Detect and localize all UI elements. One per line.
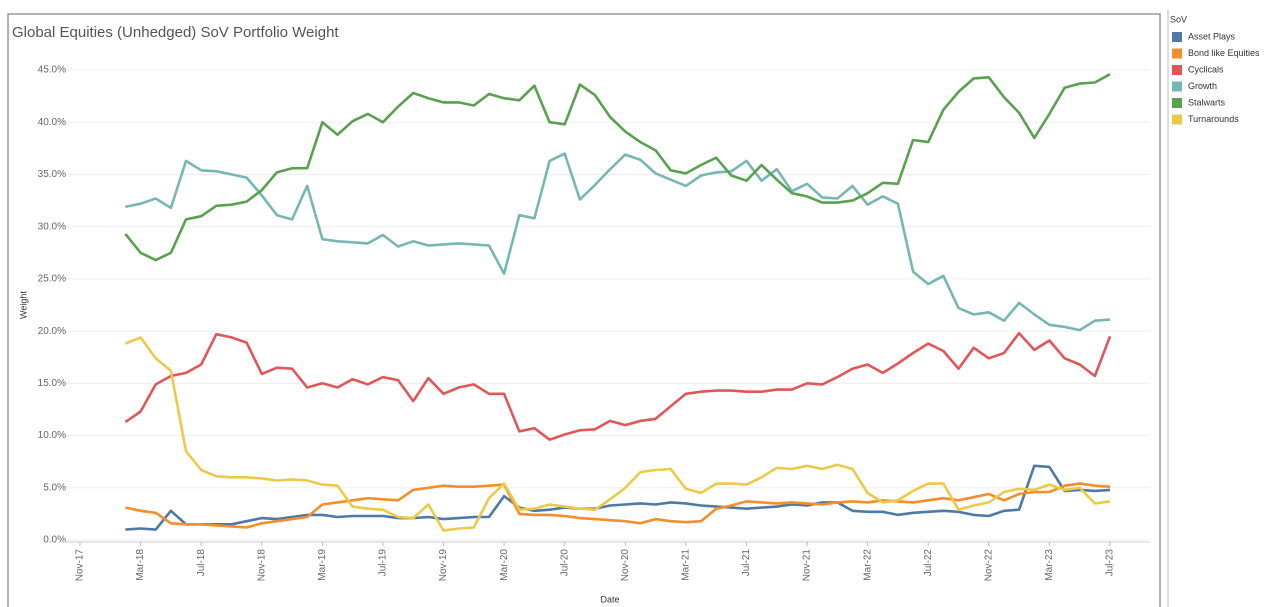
x-tick-label: Jul-21 [741, 549, 752, 577]
legend-label: Stalwarts [1188, 97, 1226, 107]
y-tick-label: 25.0% [38, 274, 66, 285]
y-tick-label: 45.0% [38, 65, 66, 76]
legend-label: Asset Plays [1188, 31, 1236, 41]
y-tick-label: 35.0% [38, 169, 66, 180]
x-tick-label: Mar-19 [317, 549, 328, 581]
series-line [124, 336, 1111, 532]
y-tick-label: 20.0% [38, 326, 66, 337]
x-tick-label: Jul-20 [559, 549, 570, 577]
series-line [125, 464, 1111, 531]
x-tick-label: Jul-23 [1105, 549, 1116, 577]
legend-swatch [1172, 48, 1182, 59]
series-line [125, 152, 1111, 332]
x-tick-label: Jul-18 [196, 549, 207, 577]
x-tick-label: Nov-21 [802, 549, 813, 582]
x-tick-label: Nov-17 [75, 549, 86, 582]
legend-label: Growth [1188, 81, 1217, 91]
legend-label: Turnarounds [1188, 114, 1239, 124]
y-tick-label: 10.0% [38, 430, 66, 441]
x-tick-label: Nov-18 [256, 549, 267, 582]
chart-title: Global Equities (Unhedged) SoV Portfolio… [12, 24, 339, 41]
series-line [124, 331, 1112, 441]
series-line [125, 482, 1111, 529]
legend-label: Cyclicals [1188, 64, 1224, 74]
y-axis-label: Weight [18, 291, 28, 319]
series-line [124, 73, 1111, 262]
legend-title: SoV [1170, 14, 1187, 24]
y-tick-label: 40.0% [38, 117, 66, 128]
x-tick-label: Jul-19 [378, 549, 389, 577]
y-tick-label: 15.0% [38, 378, 66, 389]
x-tick-label: Mar-18 [135, 549, 146, 581]
y-tick-label: 5.0% [43, 482, 66, 493]
x-tick-label: Mar-20 [499, 549, 510, 581]
legend-swatch [1172, 98, 1182, 108]
x-tick-label: Nov-20 [620, 549, 631, 582]
legend-label: Bond like Equities [1188, 48, 1260, 58]
x-tick-label: Mar-23 [1044, 549, 1055, 581]
x-tick-label: Mar-21 [681, 549, 692, 581]
legend-swatch [1172, 81, 1182, 92]
x-tick-label: Mar-22 [862, 549, 873, 581]
x-tick-label: Nov-19 [438, 549, 449, 582]
y-tick-label: 0.0% [43, 535, 66, 546]
legend-swatch [1172, 65, 1182, 75]
chart-frame [7, 13, 1161, 607]
legend-swatch [1172, 32, 1182, 42]
y-tick-label: 30.0% [38, 221, 66, 232]
x-tick-label: Nov-22 [983, 549, 994, 582]
x-tick-label: Jul-22 [923, 549, 934, 577]
legend-swatch [1172, 114, 1182, 125]
x-axis-label: Date [600, 594, 619, 604]
